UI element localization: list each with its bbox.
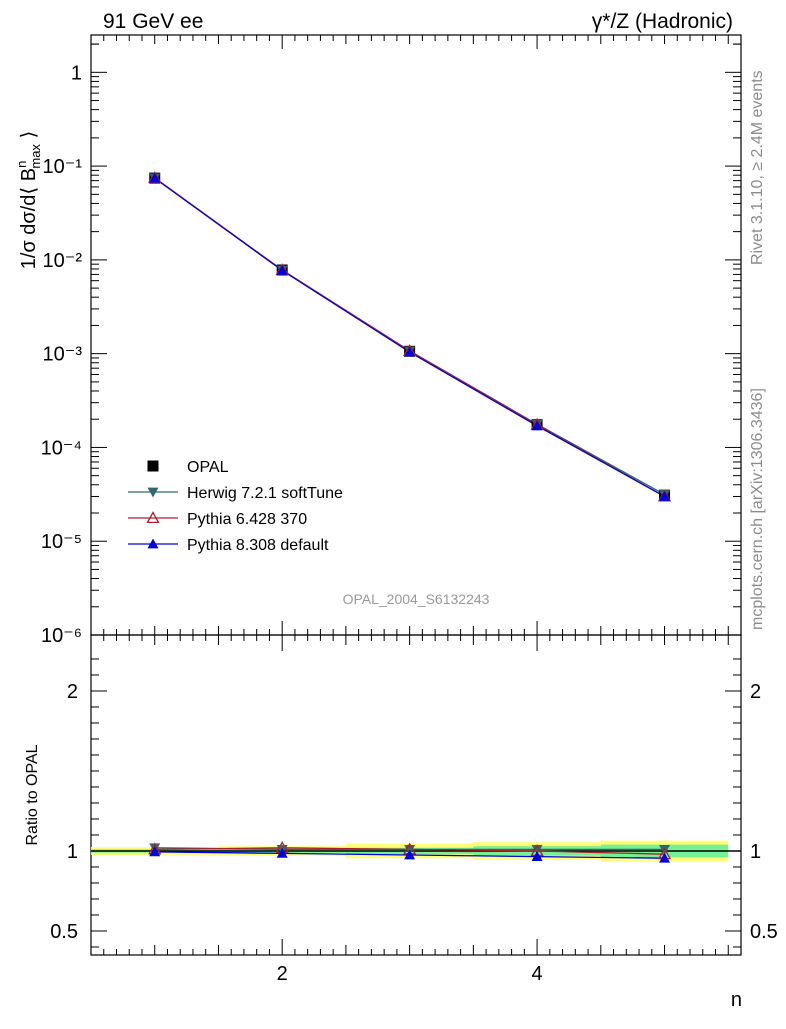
ratio-plot-frame: [90, 634, 742, 956]
mcplots-reference-label: mcplots.cern.ch [arXiv:1306.3436]: [749, 388, 766, 630]
y-tick-label-right: 1: [750, 841, 761, 863]
main-y-axis-label: 1/σ dσ/d⟨ Bnmax ⟩: [14, 131, 43, 270]
main-axis-ticks: 1 10⁻¹ 10⁻² 10⁻³ 10⁻⁴ 10⁻⁵ 10⁻⁶: [41, 35, 742, 647]
y-tick-label: 2: [67, 681, 78, 703]
ratio-point-series-2: [149, 846, 161, 857]
y-tick-label: 10⁻⁵: [41, 531, 82, 553]
process-type-label: γ*/Z (Hadronic): [592, 10, 733, 33]
ratio-series-layer: [148, 840, 672, 863]
ratio-point-series-0: [531, 845, 543, 855]
legend-marker: [147, 487, 159, 498]
legend-entry-label: Herwig 7.2.1 softTune: [187, 485, 343, 502]
y-tick-label: 10⁻¹: [43, 156, 83, 178]
x-tick-label: 2: [277, 963, 288, 985]
y-tick-label: 1: [71, 62, 82, 84]
y-tick-label: 0.5: [50, 921, 78, 943]
data-point-series-3: [531, 420, 543, 431]
ratio-point-series-2: [276, 847, 288, 858]
legend-marker: [147, 460, 159, 472]
series-line-3: [154, 177, 665, 498]
y-tick-label: 10⁻⁶: [41, 625, 82, 647]
y-tick-label: 10⁻⁴: [41, 437, 82, 459]
y-tick-label-right: 2: [750, 681, 761, 703]
x-axis-label: n: [731, 989, 742, 1011]
ratio-axis-ticks: 0.5 0.5 1 1 2 2 2 4: [50, 635, 778, 985]
y-tick-label: 1: [67, 841, 78, 863]
data-point-series-3: [276, 265, 288, 275]
y-tick-label: 10⁻³: [43, 344, 83, 366]
y-tick-label: 10⁻²: [43, 250, 83, 272]
ratio-point-series-2: [404, 849, 416, 860]
legend-marker: [147, 538, 159, 549]
process-label: 91 GeV ee: [103, 10, 203, 33]
legend-entry-label: Pythia 8.308 default: [187, 537, 329, 554]
data-point-series-3: [659, 490, 671, 501]
data-point-series-3: [149, 172, 161, 183]
data-point-series-3: [404, 346, 416, 357]
analysis-id-label: OPAL_2004_S6132243: [343, 591, 490, 607]
ratio-y-axis-label: Ratio to OPAL: [24, 744, 41, 845]
rivet-version-label: Rivet 3.1.10, ≥ 2.4M events: [749, 70, 766, 265]
ratio-point-series-2: [659, 852, 671, 863]
legend-marker: [146, 511, 160, 524]
legend-entry-label: OPAL: [187, 459, 229, 476]
legend-entry-label: Pythia 6.428 370: [187, 511, 307, 528]
series-line-2: [154, 177, 665, 498]
y-tick-label-right: 0.5: [750, 921, 778, 943]
x-tick-label: 4: [532, 963, 543, 985]
ratio-point-series-2: [531, 851, 543, 861]
series-line-1: [154, 177, 665, 496]
legend: OPAL Herwig 7.2.1 softTune Pythia 6.428 37…: [128, 459, 343, 554]
main-series-layer: [148, 171, 672, 502]
